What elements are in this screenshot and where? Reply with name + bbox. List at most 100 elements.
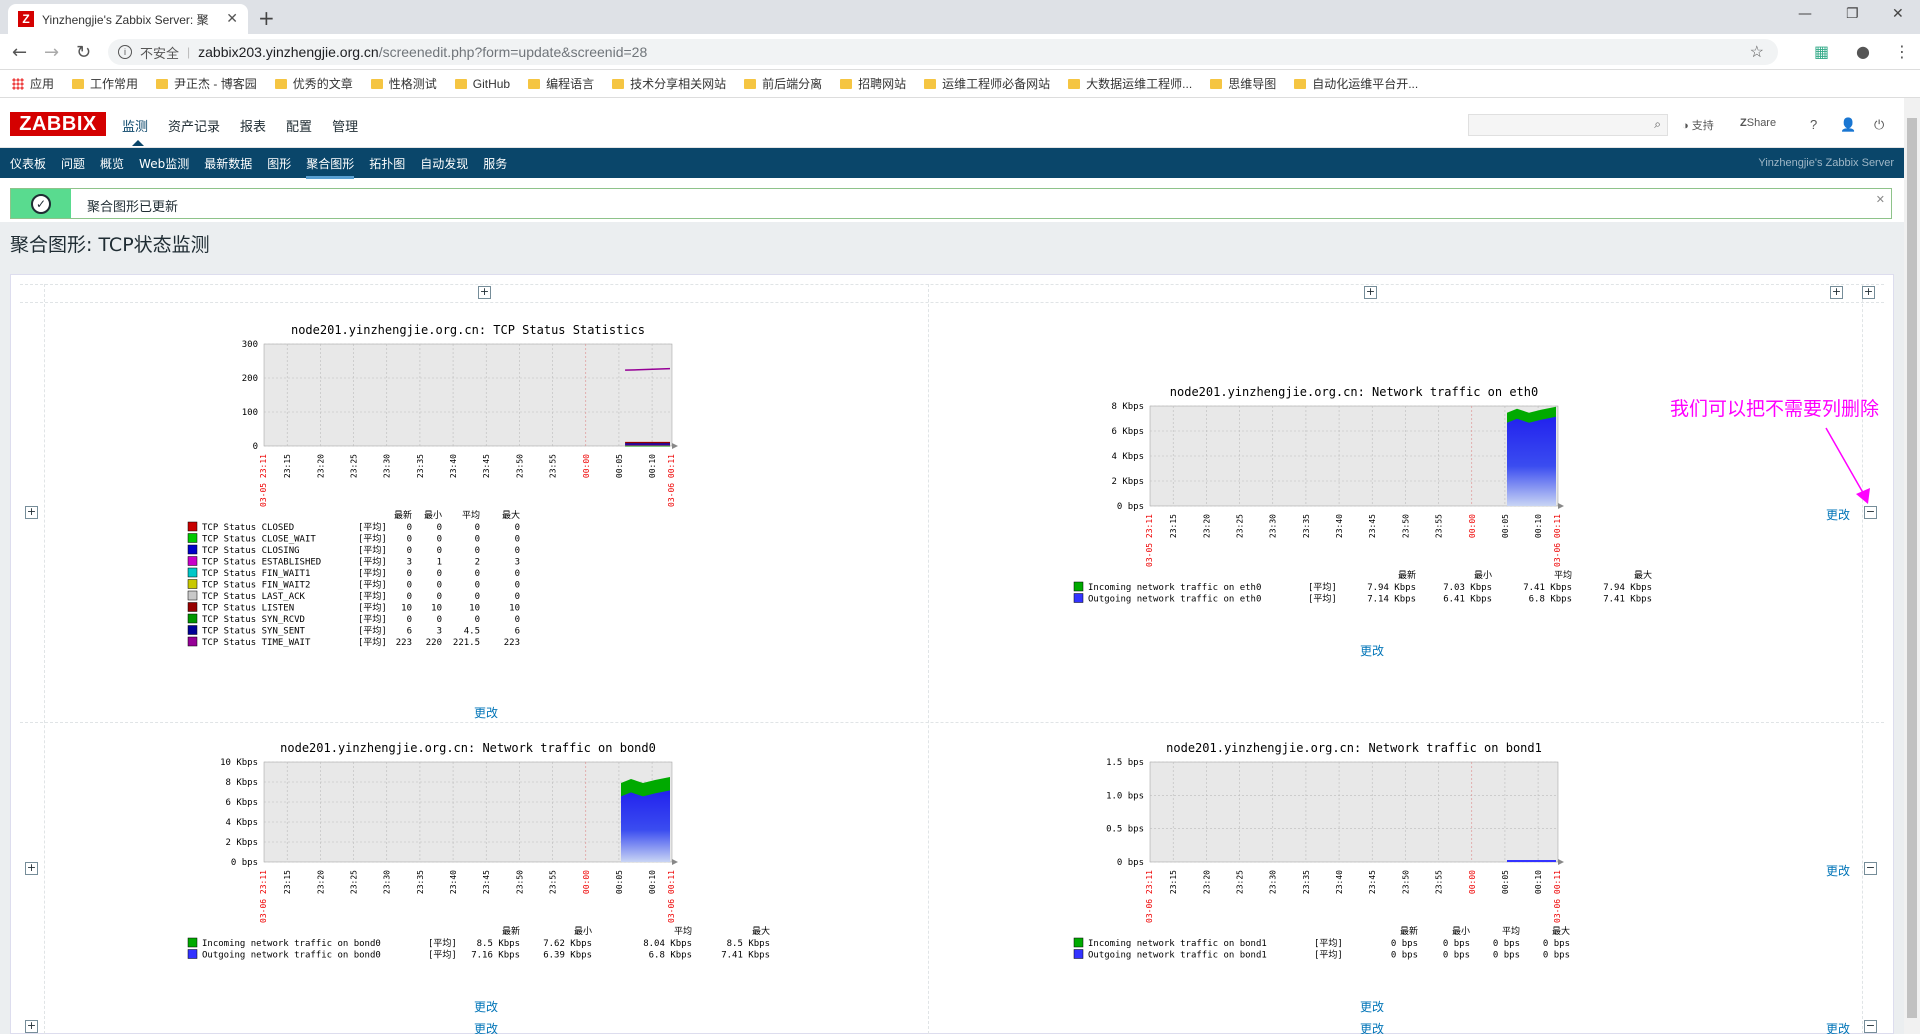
x-tick-label: 23:35 — [416, 870, 425, 894]
subnav-item[interactable]: 问题 — [61, 156, 86, 171]
menu-item[interactable]: 管理 — [332, 120, 359, 135]
legend-header: 平均 — [1502, 925, 1520, 937]
subnav-item[interactable]: 最新数据 — [204, 156, 253, 171]
bookmark-item[interactable]: 大数据运维工程师... — [1068, 75, 1192, 92]
search-input[interactable]: ⌕ — [1468, 114, 1668, 136]
subnav-item[interactable]: 仪表板 — [10, 156, 47, 171]
logout-icon[interactable]: ⏻ — [1874, 117, 1885, 132]
menu-item[interactable]: 监测 — [122, 120, 149, 135]
minimize-icon[interactable]: — — [1798, 6, 1812, 22]
add-column-button[interactable]: + — [478, 285, 491, 299]
url-host: zabbix203.yinzhengjie.org.cn — [198, 44, 379, 60]
tab-title: Yinzhengjie's Zabbix Server: 聚 — [42, 12, 209, 27]
user-profile-icon[interactable]: 👤 — [1840, 117, 1857, 132]
bookmark-item[interactable]: 思维导图 — [1210, 75, 1276, 92]
restore-icon[interactable]: ❐ — [1846, 6, 1859, 22]
change-link[interactable]: 更改 — [1826, 508, 1851, 522]
browser-tabstrip: Z Yinzhengjie's Zabbix Server: 聚 ✕ + — ❐… — [0, 0, 1920, 34]
menu-item[interactable]: 报表 — [240, 120, 267, 135]
bookmark-item[interactable]: 自动化运维平台开... — [1294, 75, 1418, 92]
change-link[interactable]: 更改 — [1360, 644, 1385, 658]
folder-icon — [840, 78, 853, 89]
remove-row-button[interactable]: − — [1864, 861, 1877, 875]
info-icon[interactable]: i — [118, 45, 132, 59]
menu-item[interactable]: 资产记录 — [168, 120, 221, 135]
new-tab-icon[interactable]: + — [258, 6, 275, 30]
bookmark-star-icon[interactable]: ☆ — [1749, 44, 1764, 61]
support-label: 支持 — [1691, 120, 1714, 132]
page-scrollbar[interactable] — [1904, 98, 1920, 1034]
add-column-button[interactable]: + — [1862, 285, 1875, 299]
bookmark-item[interactable]: 性格测试 — [370, 75, 437, 92]
bookmark-item[interactable]: 运维工程师必备网站 — [924, 75, 1050, 92]
add-row-button[interactable]: + — [25, 861, 38, 875]
legend-value: 0 — [407, 535, 412, 545]
x-tick-label: 23:35 — [1302, 514, 1311, 538]
bookmark-item[interactable]: 技术分享相关网站 — [612, 75, 726, 92]
legend-label: TCP Status CLOSING — [202, 546, 300, 556]
back-icon[interactable]: ← — [12, 42, 28, 63]
menu-item[interactable]: 配置 — [286, 120, 313, 135]
remove-row-button[interactable]: − — [1864, 505, 1877, 519]
x-tick-label: 23:15 — [1169, 514, 1178, 538]
subnav-item[interactable]: 聚合图形 — [306, 156, 355, 179]
add-row-button[interactable]: + — [25, 505, 38, 519]
bookmark-item[interactable]: 前后端分离 — [744, 75, 822, 92]
x-tick-label: 23:25 — [1236, 514, 1245, 538]
remove-row-button[interactable]: − — [1864, 1019, 1877, 1033]
bookmark-item[interactable]: 优秀的文章 — [274, 75, 353, 92]
extension-icon[interactable]: ▦ — [1814, 42, 1830, 61]
legend-value: 10 — [469, 604, 480, 614]
message-close-icon[interactable]: ✕ — [1875, 193, 1885, 206]
change-link[interactable]: 更改 — [474, 1022, 499, 1034]
scrollbar-thumb[interactable] — [1907, 118, 1917, 1018]
y-tick-label: 6 Kbps — [225, 798, 258, 808]
bookmark-label: 招聘网站 — [858, 77, 907, 91]
bookmark-item[interactable]: GitHub — [454, 77, 510, 91]
change-link[interactable]: 更改 — [474, 1000, 499, 1014]
bookmark-item[interactable]: 招聘网站 — [840, 75, 906, 92]
bookmark-item[interactable]: 尹正杰 - 博客园 — [156, 75, 257, 92]
profile-icon[interactable]: ● — [1856, 42, 1870, 61]
x-tick-label: 00:05 — [1501, 870, 1510, 894]
change-link[interactable]: 更改 — [1826, 1022, 1851, 1034]
x-tick-label: 23:15 — [283, 454, 292, 478]
y-tick-label: 0 bps — [231, 858, 258, 868]
bookmark-item[interactable]: 编程语言 — [528, 75, 594, 92]
add-row-button[interactable]: + — [25, 1019, 38, 1033]
window-close-icon[interactable]: ✕ — [1892, 6, 1904, 22]
axis-arrow — [1558, 859, 1564, 865]
add-column-button[interactable]: + — [1364, 285, 1377, 299]
legend-label: TCP Status FIN_WAIT1 — [202, 569, 310, 579]
change-link[interactable]: 更改 — [474, 706, 499, 720]
add-column-button[interactable]: + — [1830, 285, 1843, 299]
share-link[interactable]: ZShare — [1740, 117, 1777, 129]
change-link[interactable]: 更改 — [1360, 1000, 1385, 1014]
zabbix-logo[interactable]: ZABBIX — [10, 112, 106, 136]
change-link[interactable]: 更改 — [1360, 1022, 1385, 1034]
help-icon[interactable]: ? — [1810, 117, 1818, 132]
change-link[interactable]: 更改 — [1826, 864, 1851, 878]
legend-swatch — [187, 937, 198, 948]
bookmark-item[interactable]: 应用 — [12, 75, 54, 92]
bookmark-item[interactable]: 工作常用 — [72, 75, 138, 92]
search-icon[interactable]: ⌕ — [1654, 117, 1661, 131]
subnav-item[interactable]: Web监测 — [139, 156, 190, 171]
reload-icon[interactable]: ↻ — [76, 42, 92, 63]
axis-arrow — [672, 443, 678, 449]
x-tick-label: 23:20 — [316, 454, 325, 478]
legend-header: 平均 — [1554, 569, 1572, 581]
browser-tab[interactable]: Z Yinzhengjie's Zabbix Server: 聚 ✕ — [8, 4, 248, 34]
forward-icon[interactable]: → — [44, 42, 60, 63]
subnav-item[interactable]: 图形 — [267, 156, 292, 171]
legend-value: 10 — [509, 604, 520, 614]
tab-close-icon[interactable]: ✕ — [226, 11, 238, 27]
subnav-item[interactable]: 拓扑图 — [369, 156, 406, 171]
x-tick-label: 23:20 — [316, 870, 325, 894]
support-link[interactable]: ◑ 支持 — [1682, 120, 1714, 132]
subnav-item[interactable]: 概览 — [100, 156, 125, 171]
subnav-item[interactable]: 自动发现 — [420, 156, 469, 171]
url-field[interactable]: i 不安全 | zabbix203.yinzhengjie.org.cn/scr… — [108, 39, 1778, 65]
menu-dots-icon[interactable]: ⋮ — [1894, 42, 1910, 61]
subnav-item[interactable]: 服务 — [483, 156, 508, 171]
